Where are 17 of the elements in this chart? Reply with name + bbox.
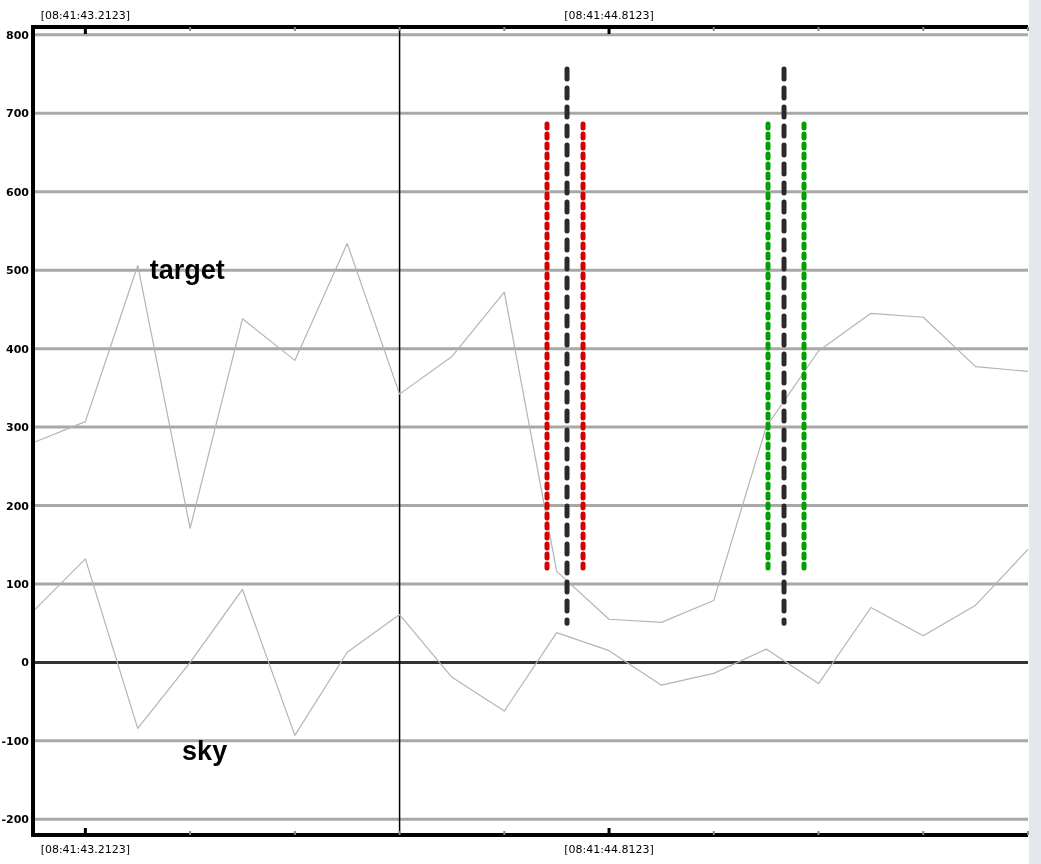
y-tick-label: -200 xyxy=(1,813,30,827)
y-tick-label: 400 xyxy=(6,342,30,356)
y-tick-label: 600 xyxy=(6,185,30,199)
y-tick-label: 0 xyxy=(21,656,30,670)
category-label: [08:41:44.8123] xyxy=(564,843,654,856)
line-series xyxy=(32,548,1029,736)
y-tick-label: 800 xyxy=(6,28,30,42)
y-tick-label: -100 xyxy=(1,734,30,748)
y-tick-label: 200 xyxy=(6,499,30,513)
y-tick-label: 500 xyxy=(6,264,30,278)
y-tick-label: 700 xyxy=(6,107,30,121)
y-tick-label: 300 xyxy=(6,421,30,435)
series-label: sky xyxy=(182,736,228,767)
series-label: target xyxy=(149,255,225,286)
y-tick-label: 100 xyxy=(6,577,30,591)
category-label: [08:41:43.2123] xyxy=(40,843,131,856)
line-series xyxy=(32,242,1029,624)
